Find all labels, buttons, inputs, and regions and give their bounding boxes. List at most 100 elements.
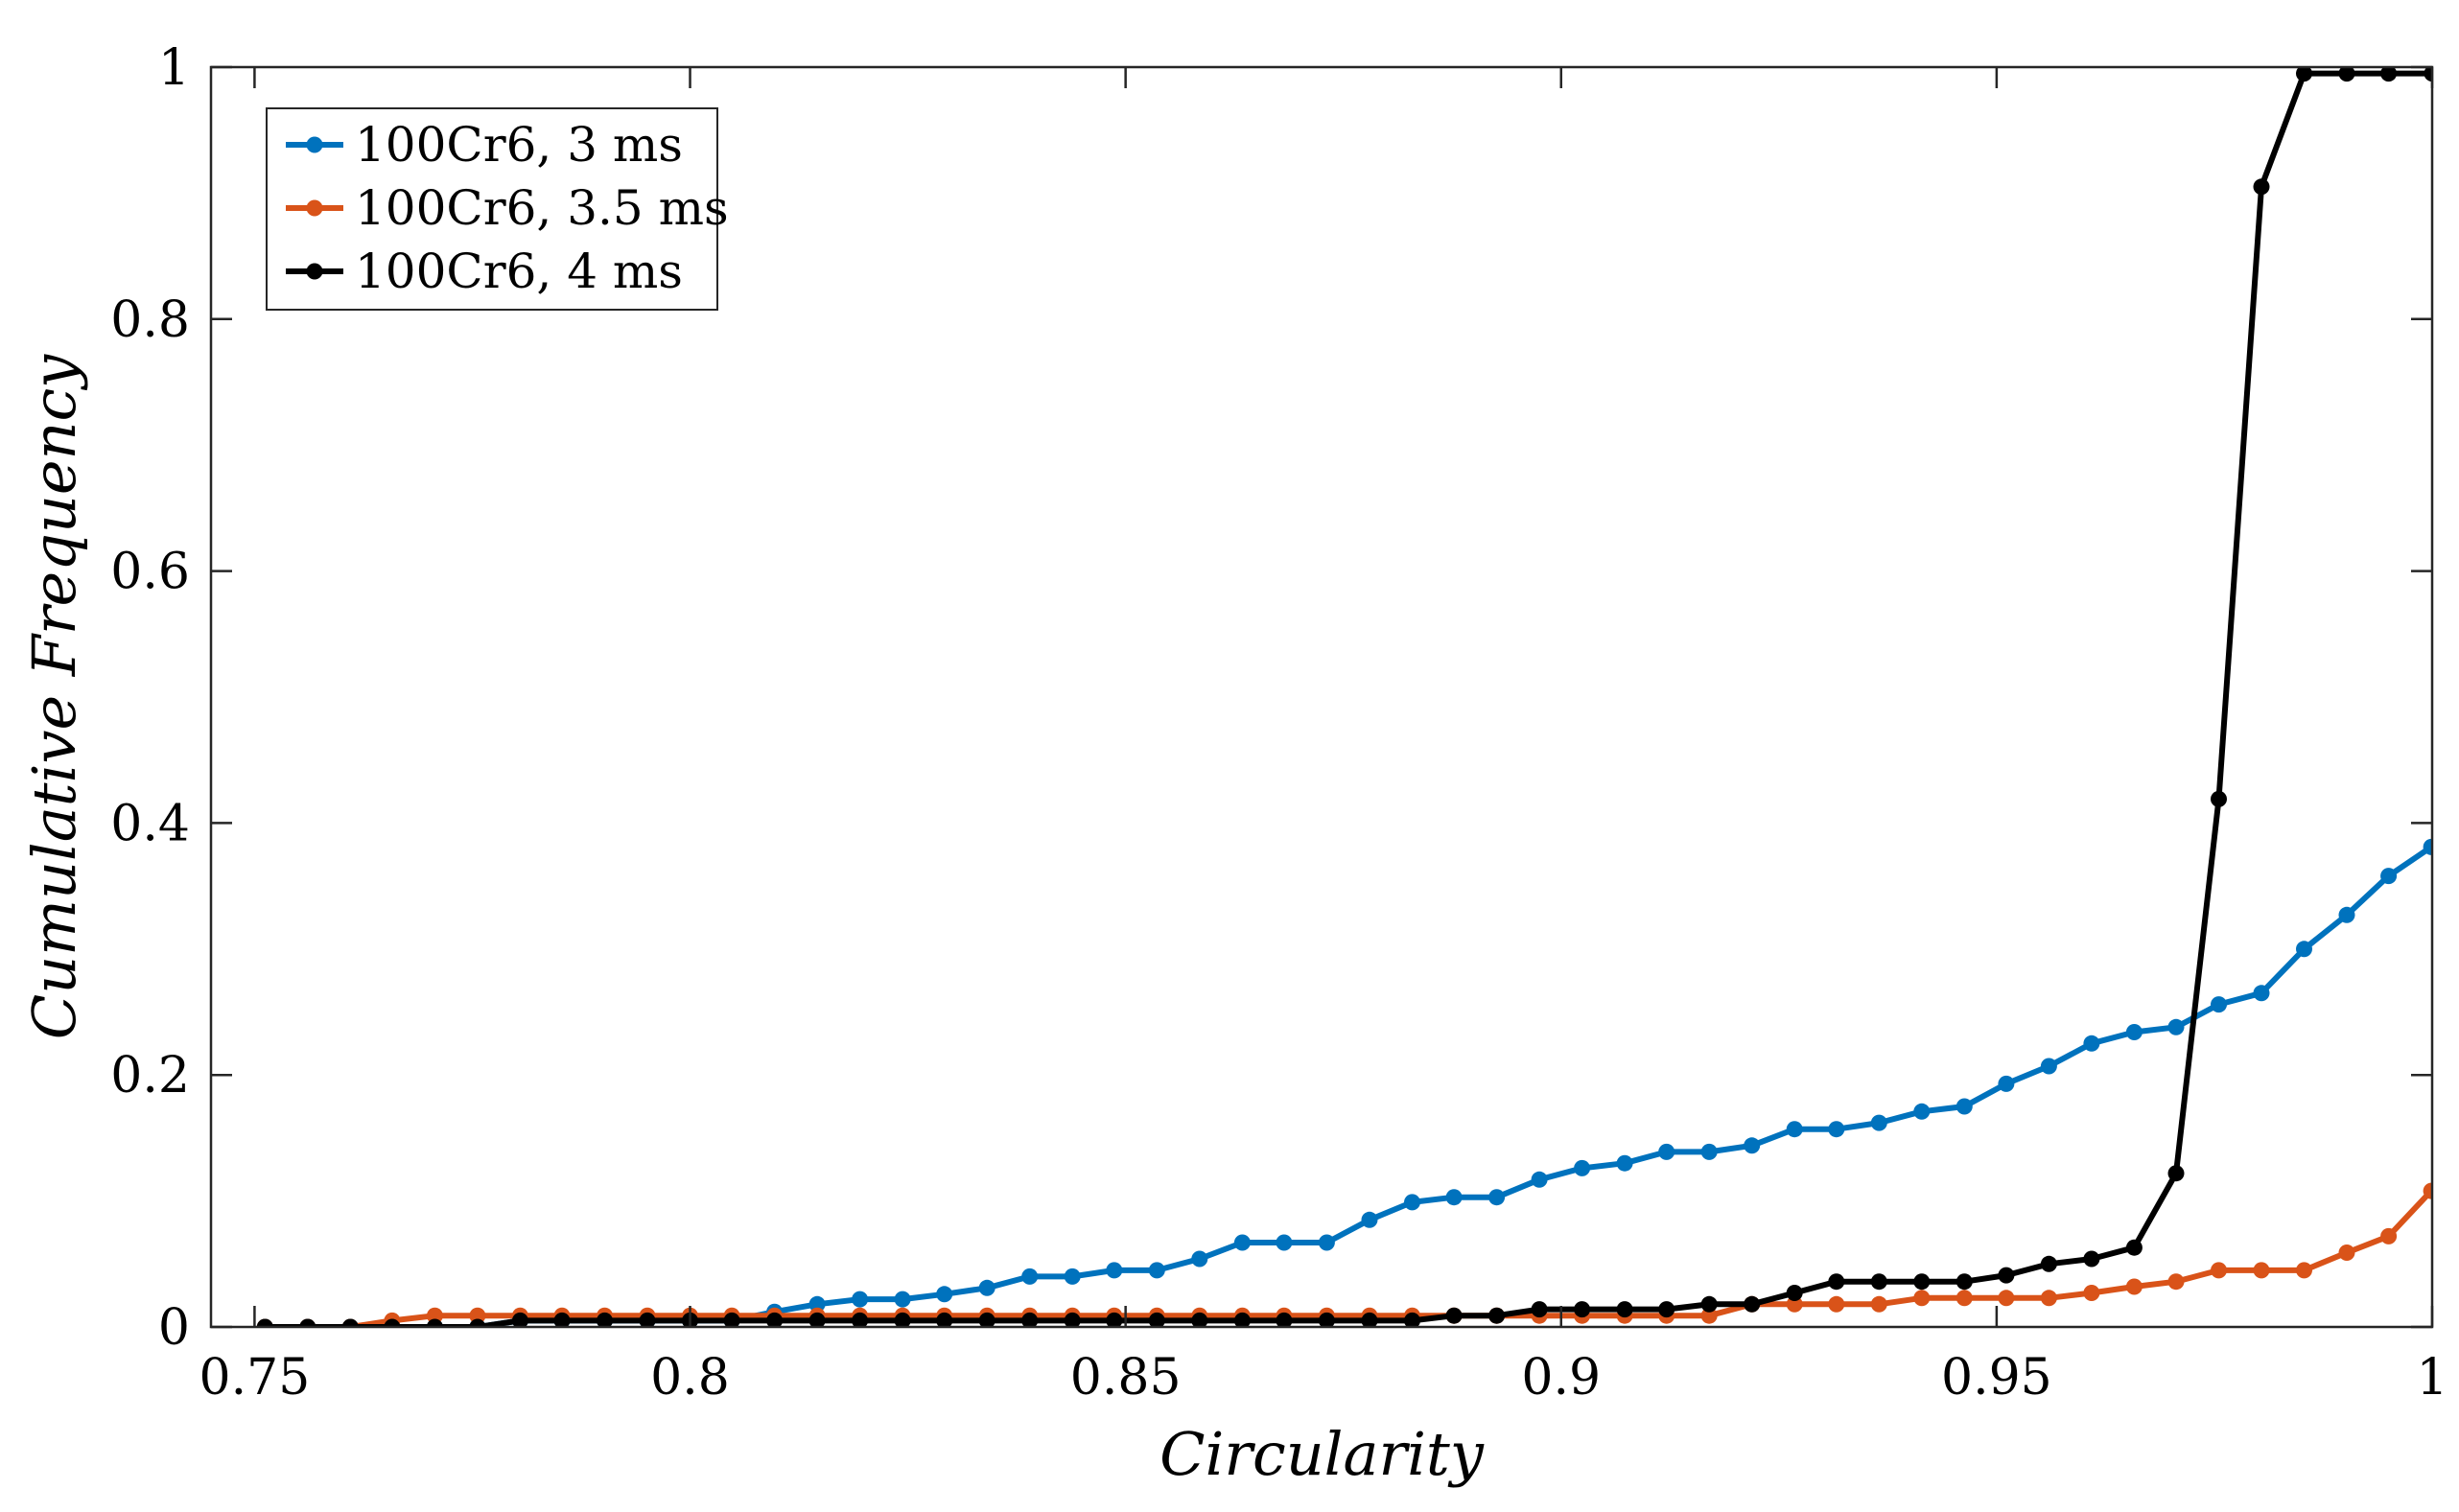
data-point (1998, 1267, 2015, 1284)
data-point (341, 1318, 359, 1327)
data-point (1913, 1290, 1931, 1307)
data-point (1318, 1312, 1335, 1327)
data-point (2253, 1262, 2270, 1279)
data-point (2083, 1285, 2100, 1301)
data-point (2296, 67, 2312, 82)
data-point (2338, 1244, 2355, 1261)
data-point (639, 1312, 656, 1327)
data-point (1021, 1268, 1039, 1285)
x-tick-labels: 0.75 0.8 0.85 0.9 0.95 1 (199, 1349, 2448, 1407)
y-tick-label: 1 (158, 39, 190, 97)
data-point (1658, 1143, 1675, 1160)
data-point (1828, 1273, 1845, 1291)
data-point (597, 1312, 613, 1327)
y-tick-labels: 0 0.2 0.4 0.6 0.8 1 (110, 39, 190, 1357)
data-point (936, 1286, 953, 1303)
y-tick-label: 0.2 (110, 1047, 190, 1105)
data-point (553, 1312, 571, 1327)
data-point (1233, 1234, 1251, 1251)
data-point (299, 1318, 316, 1327)
data-point (1870, 1273, 1887, 1291)
data-point (978, 1312, 995, 1327)
series-layer (256, 67, 2432, 1327)
data-point (2424, 67, 2432, 82)
legend-label: 100Cr6, 4 ms (355, 244, 683, 299)
data-point (723, 1312, 740, 1327)
data-point (1233, 1312, 1251, 1327)
data-point (2253, 985, 2270, 1002)
data-point (2380, 67, 2398, 82)
y-tick-label: 0.8 (110, 291, 190, 349)
data-point (1064, 1312, 1081, 1327)
data-point (1531, 1171, 1548, 1188)
data-point (1488, 1307, 1506, 1324)
data-point (1191, 1312, 1208, 1327)
data-point (2211, 1262, 2227, 1279)
data-point (1998, 1075, 2015, 1092)
data-point (469, 1307, 486, 1324)
legend-label: 100Cr6, 3 ms (355, 117, 683, 173)
data-point (1191, 1250, 1208, 1268)
data-point (1700, 1307, 1718, 1324)
y-tick-label: 0.6 (110, 544, 190, 601)
data-point (1828, 1295, 1845, 1313)
data-point (1106, 1312, 1123, 1327)
data-point (2423, 838, 2432, 855)
data-point (1574, 1301, 1591, 1318)
data-point (1445, 1189, 1463, 1206)
legend-swatch-marker (306, 199, 323, 217)
data-point (936, 1312, 953, 1327)
x-tick-label: 0.95 (1941, 1349, 2052, 1407)
data-point (1616, 1301, 1633, 1318)
data-point (2423, 1182, 2432, 1199)
data-point (426, 1318, 443, 1327)
data-point (1955, 1290, 1973, 1307)
data-point (1064, 1268, 1081, 1285)
data-point (1361, 1211, 1378, 1228)
y-tick-label: 0 (158, 1299, 190, 1357)
x-axis-title: Circularity (1159, 1419, 1485, 1489)
data-point (1786, 1121, 1803, 1138)
data-point (2083, 1250, 2100, 1268)
data-point (1700, 1143, 1718, 1160)
y-tick-label: 0.4 (110, 795, 190, 852)
data-point (2211, 996, 2227, 1013)
data-point (256, 1318, 273, 1327)
data-point (1488, 1189, 1506, 1206)
axis-ticks (211, 65, 2434, 1329)
x-tick-label: 0.8 (650, 1349, 730, 1407)
data-point (1106, 1262, 1123, 1279)
data-point (1318, 1234, 1335, 1251)
data-point (2167, 1018, 2185, 1035)
data-point (1021, 1312, 1039, 1327)
data-point (2296, 941, 2312, 958)
data-point (2083, 1035, 2100, 1052)
data-point (1828, 1121, 1845, 1138)
data-point (852, 1312, 869, 1327)
data-point (1361, 1312, 1378, 1327)
data-point (469, 1318, 486, 1327)
plot-area-frame (209, 65, 2434, 1329)
data-point (1700, 1295, 1718, 1313)
data-point (2380, 1227, 2398, 1244)
x-tick-label: 0.75 (199, 1349, 311, 1407)
data-point (2338, 906, 2355, 923)
data-point (2338, 67, 2355, 82)
legend-swatch-marker (306, 263, 323, 280)
data-point (2125, 1239, 2143, 1256)
data-point (1531, 1301, 1548, 1318)
legend-item: 100Cr6, 3 ms (286, 117, 683, 173)
x-tick-label: 0.85 (1070, 1349, 1182, 1407)
data-point (2380, 868, 2398, 885)
y-axis-title: Cumulative Frequency (19, 354, 89, 1039)
data-point (1870, 1114, 1887, 1131)
data-point (852, 1291, 869, 1308)
data-point (1744, 1137, 1761, 1154)
data-point (2040, 1058, 2057, 1075)
data-point (1276, 1234, 1293, 1251)
data-point (2040, 1255, 2057, 1272)
data-point (2211, 790, 2227, 807)
data-point (2040, 1290, 2057, 1307)
x-tick-label: 0.9 (1521, 1349, 1601, 1407)
